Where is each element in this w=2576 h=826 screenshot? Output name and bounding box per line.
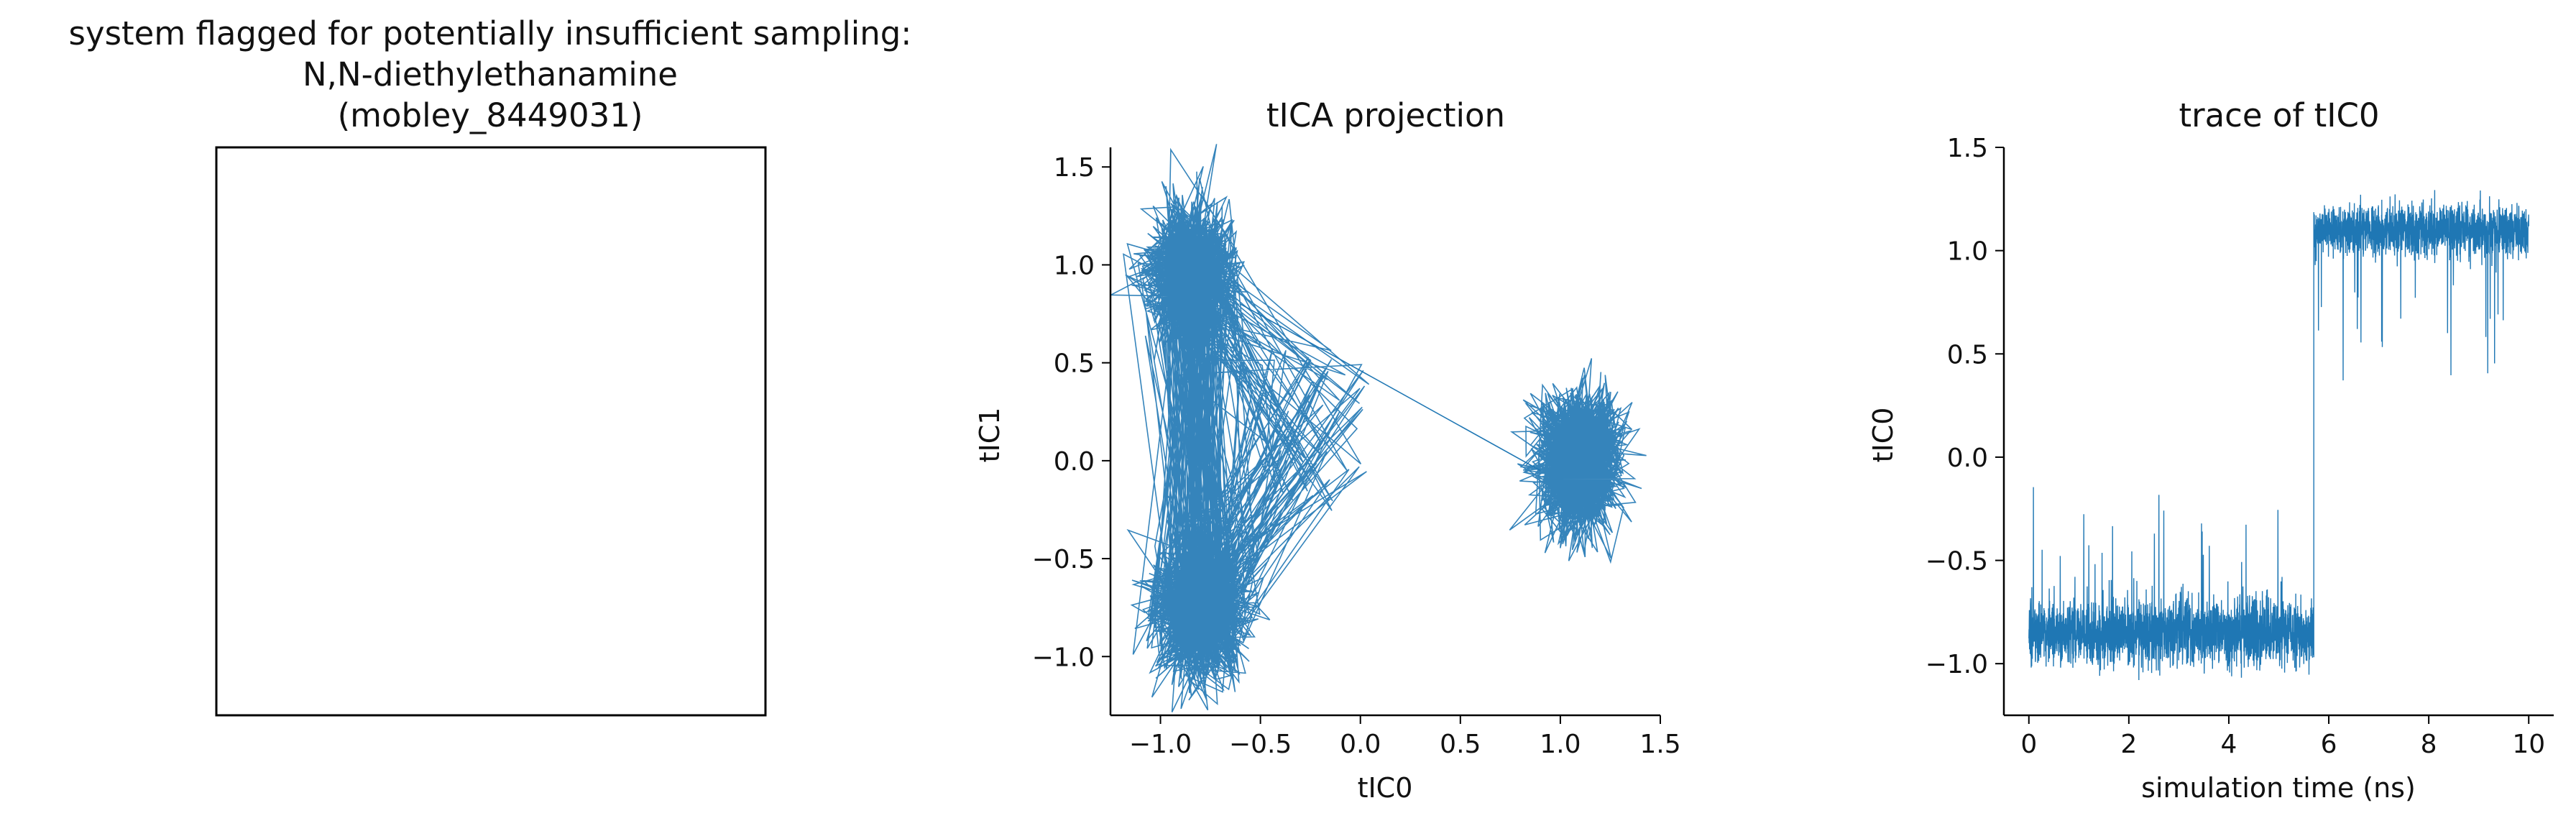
panel3-axes: 0 2 4 6 8 10 −1.0 −0.5 0.0 0.5 1.0 1.5 — [1926, 134, 2554, 759]
panel2-x-tick-label: 1.0 — [1540, 730, 1581, 759]
panel2-x-tick-label: 0.5 — [1440, 730, 1481, 759]
panel3-x-tick-label: 4 — [2221, 730, 2237, 759]
panel1-title-line3: (mobley_8449031) — [338, 96, 643, 134]
panel2-x-tick-label: −1.0 — [1129, 730, 1192, 759]
panel2-x-tick-label: 0.0 — [1340, 730, 1381, 759]
tic0-trace — [2028, 190, 2529, 681]
panel2-y-tick-label: −0.5 — [1032, 545, 1095, 574]
panel2-axes: −1.0 −0.5 0.0 0.5 1.0 1.5 −1.0 −0.5 0.0 0.5 1.0 1.5 — [1032, 147, 1681, 759]
panel3-y-tick-label: −1.0 — [1926, 650, 1988, 679]
panel3-ylabel: tIC0 — [1867, 408, 1899, 463]
panel2-ylabel: tIC1 — [974, 408, 1006, 463]
panel3-x-tick-label: 2 — [2120, 730, 2137, 759]
panel1-title-line1: system flagged for potentially insuffici… — [69, 14, 912, 52]
panel2-y-tick-label: 0.0 — [1054, 447, 1095, 477]
panel3-x-tick-label: 0 — [2020, 730, 2037, 759]
molecule-frame — [215, 146, 767, 717]
panel-tic0-trace: trace of tIC0 0 2 4 6 8 10 −1.0 −0.5 0.0 0.5 1.0 1.… — [1867, 96, 2554, 804]
panel2-xlabel: tIC0 — [1358, 772, 1413, 804]
panel-molecule: system flagged for potentially insuffici… — [69, 14, 912, 717]
trajectory-right-state — [1509, 358, 1647, 564]
panel-tica-projection: tICA projection −1.0 −0.5 0.0 0.5 1.0 1.5−1.0… — [974, 96, 1681, 804]
panel3-x-tick-label: 10 — [2512, 730, 2545, 759]
panel3-x-tick-label: 8 — [2421, 730, 2437, 759]
panel3-y-tick-label: 1.0 — [1947, 237, 1988, 267]
panel2-y-tick-label: 0.5 — [1054, 349, 1095, 379]
panel3-xlabel: simulation time (ns) — [2141, 772, 2416, 804]
tic0-trace-line — [2028, 190, 2529, 681]
panel2-y-tick-label: 1.5 — [1054, 153, 1095, 183]
panel2-x-tick-label: −0.5 — [1229, 730, 1292, 759]
panel3-y-tick-label: 0.0 — [1947, 444, 1988, 473]
tica-trajectory — [1110, 144, 1647, 712]
panel2-y-tick-label: −1.0 — [1032, 643, 1095, 672]
trajectory-transition — [1240, 303, 1541, 472]
panel3-x-tick-label: 6 — [2321, 730, 2337, 759]
panel2-y-tick-label: 1.0 — [1054, 251, 1095, 280]
panel3-y-tick-label: 1.5 — [1947, 134, 1988, 163]
panel2-title: tICA projection — [1266, 96, 1505, 134]
trajectory-left-states — [1110, 144, 1370, 712]
panel3-title: trace of tIC0 — [2179, 96, 2379, 134]
panel3-y-tick-label: 0.5 — [1947, 340, 1988, 370]
panel2-x-tick-label: 1.5 — [1639, 730, 1680, 759]
panel3-y-tick-label: −0.5 — [1926, 547, 1988, 577]
panel1-title-line2: N,N-diethylethanamine — [303, 55, 678, 93]
